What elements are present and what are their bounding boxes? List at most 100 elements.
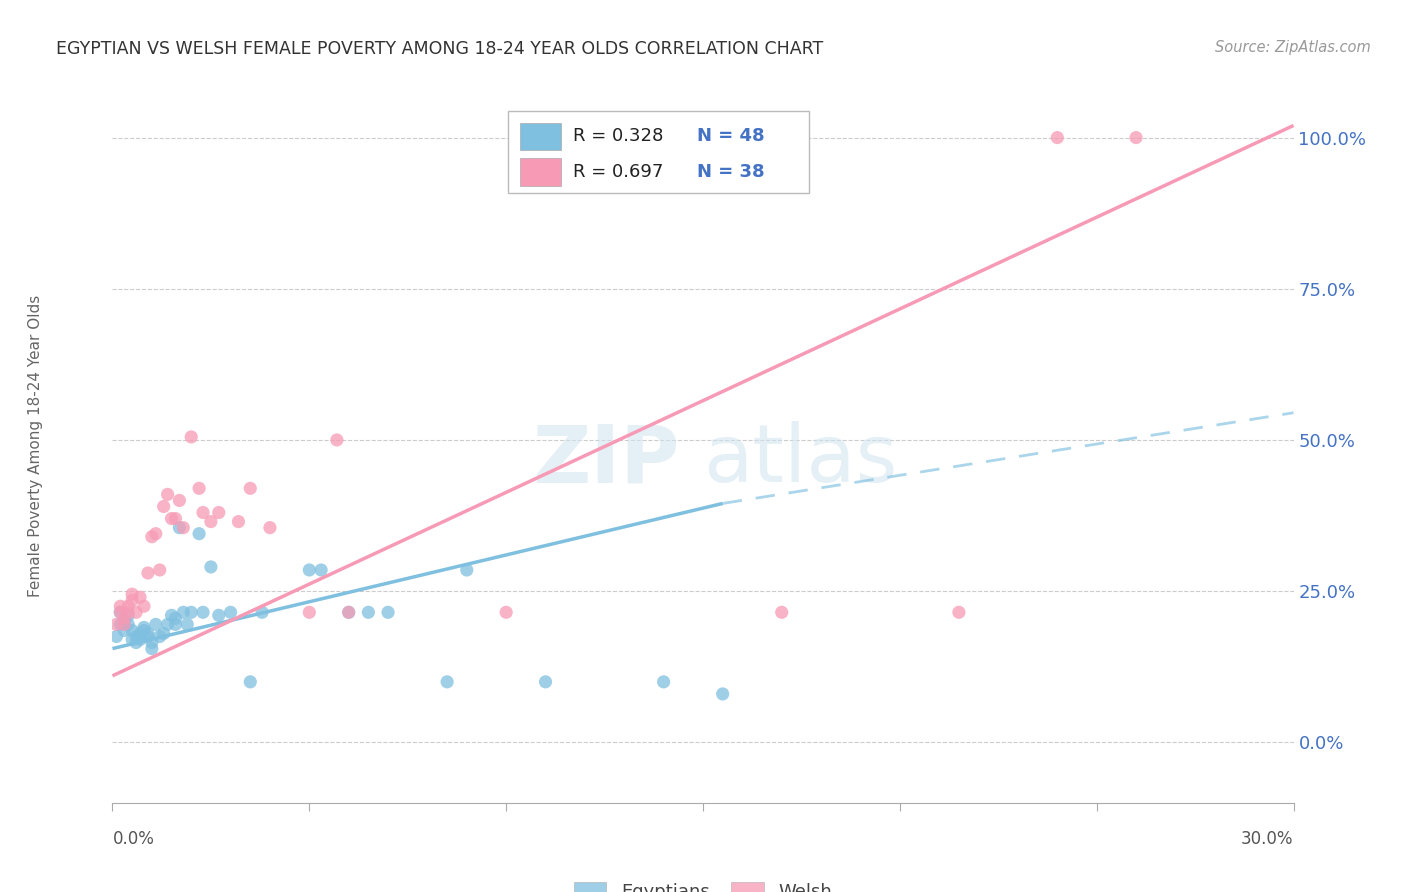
Text: 0.0%: 0.0%	[112, 830, 155, 847]
Point	[208, 608, 231, 623]
Point	[948, 605, 970, 619]
Point	[160, 511, 183, 525]
Point	[165, 617, 187, 632]
Point	[228, 515, 250, 529]
Point	[132, 599, 155, 614]
Point	[191, 506, 214, 520]
Point	[132, 620, 155, 634]
Point	[105, 617, 128, 632]
Point	[156, 487, 179, 501]
Point	[239, 481, 262, 495]
Point	[112, 624, 135, 638]
Point	[117, 617, 139, 632]
Point	[188, 526, 211, 541]
Point	[176, 617, 198, 632]
Point	[172, 521, 194, 535]
Point	[121, 624, 143, 638]
Text: Source: ZipAtlas.com: Source: ZipAtlas.com	[1215, 40, 1371, 55]
Point	[129, 632, 152, 647]
Point	[121, 632, 143, 647]
Point	[337, 605, 360, 619]
Point	[117, 605, 139, 619]
Point	[145, 526, 167, 541]
Legend: Egyptians, Welsh: Egyptians, Welsh	[567, 875, 839, 892]
Point	[259, 521, 281, 535]
Point	[200, 560, 222, 574]
Point	[110, 605, 132, 619]
Point	[298, 563, 321, 577]
Point	[141, 635, 163, 649]
Point	[112, 615, 135, 629]
Point	[172, 605, 194, 619]
Point	[239, 674, 262, 689]
Point	[117, 608, 139, 623]
Point	[326, 433, 349, 447]
Text: ZIP: ZIP	[531, 421, 679, 500]
Point	[1125, 130, 1147, 145]
Text: N = 48: N = 48	[697, 128, 765, 145]
Point	[219, 605, 242, 619]
Point	[136, 626, 159, 640]
Point	[129, 630, 152, 644]
Point	[770, 605, 793, 619]
Point	[125, 630, 148, 644]
Text: R = 0.697: R = 0.697	[574, 163, 664, 181]
FancyBboxPatch shape	[520, 159, 561, 186]
Point	[436, 674, 458, 689]
Point	[1046, 130, 1069, 145]
Text: 30.0%: 30.0%	[1241, 830, 1294, 847]
Point	[180, 430, 202, 444]
Text: N = 38: N = 38	[697, 163, 765, 181]
Point	[145, 617, 167, 632]
Point	[125, 635, 148, 649]
Point	[121, 587, 143, 601]
Point	[141, 530, 163, 544]
Point	[337, 605, 360, 619]
Point	[149, 563, 172, 577]
Point	[136, 630, 159, 644]
Point	[132, 624, 155, 638]
FancyBboxPatch shape	[508, 111, 810, 193]
Point	[110, 599, 132, 614]
Point	[456, 563, 478, 577]
Point	[309, 563, 332, 577]
Point	[200, 515, 222, 529]
Point	[357, 605, 380, 619]
Point	[165, 511, 187, 525]
Point	[165, 611, 187, 625]
Point	[110, 617, 132, 632]
Point	[652, 674, 675, 689]
Point	[129, 590, 152, 604]
Point	[141, 641, 163, 656]
Point	[298, 605, 321, 619]
Point	[188, 481, 211, 495]
Point	[149, 630, 172, 644]
Point	[112, 617, 135, 632]
Point	[105, 630, 128, 644]
Point	[160, 608, 183, 623]
Point	[534, 674, 557, 689]
Point	[208, 506, 231, 520]
Point	[250, 605, 273, 619]
Text: R = 0.328: R = 0.328	[574, 128, 664, 145]
Point	[112, 611, 135, 625]
Text: EGYPTIAN VS WELSH FEMALE POVERTY AMONG 18-24 YEAR OLDS CORRELATION CHART: EGYPTIAN VS WELSH FEMALE POVERTY AMONG 1…	[56, 40, 824, 58]
Point	[117, 599, 139, 614]
Point	[180, 605, 202, 619]
Point	[377, 605, 399, 619]
Point	[169, 493, 191, 508]
Point	[110, 605, 132, 619]
Point	[495, 605, 517, 619]
Point	[129, 626, 152, 640]
Point	[136, 566, 159, 580]
FancyBboxPatch shape	[520, 123, 561, 150]
Point	[191, 605, 214, 619]
Point	[711, 687, 734, 701]
Text: Female Poverty Among 18-24 Year Olds: Female Poverty Among 18-24 Year Olds	[28, 295, 42, 597]
Point	[152, 500, 174, 514]
Point	[121, 593, 143, 607]
Point	[169, 521, 191, 535]
Point	[152, 626, 174, 640]
Point	[125, 605, 148, 619]
Point	[156, 617, 179, 632]
